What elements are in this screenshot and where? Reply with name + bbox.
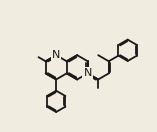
- Text: N: N: [52, 50, 60, 60]
- Text: N: N: [84, 68, 92, 78]
- Text: N: N: [52, 50, 60, 60]
- Text: N: N: [84, 68, 92, 78]
